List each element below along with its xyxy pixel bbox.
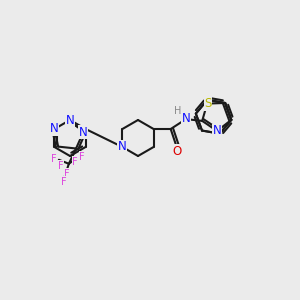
Text: H: H xyxy=(174,106,182,116)
Text: F: F xyxy=(51,154,57,164)
Text: N: N xyxy=(213,124,221,137)
Text: N: N xyxy=(50,122,59,136)
Text: F: F xyxy=(72,157,78,167)
Text: N: N xyxy=(118,140,127,154)
Text: N: N xyxy=(66,113,74,127)
Text: F: F xyxy=(64,169,70,179)
Text: F: F xyxy=(61,177,67,187)
Text: N: N xyxy=(182,112,190,124)
Text: F: F xyxy=(79,152,85,162)
Text: O: O xyxy=(172,145,182,158)
Text: S: S xyxy=(205,97,212,110)
Text: F: F xyxy=(58,161,64,171)
Text: N: N xyxy=(79,125,88,139)
